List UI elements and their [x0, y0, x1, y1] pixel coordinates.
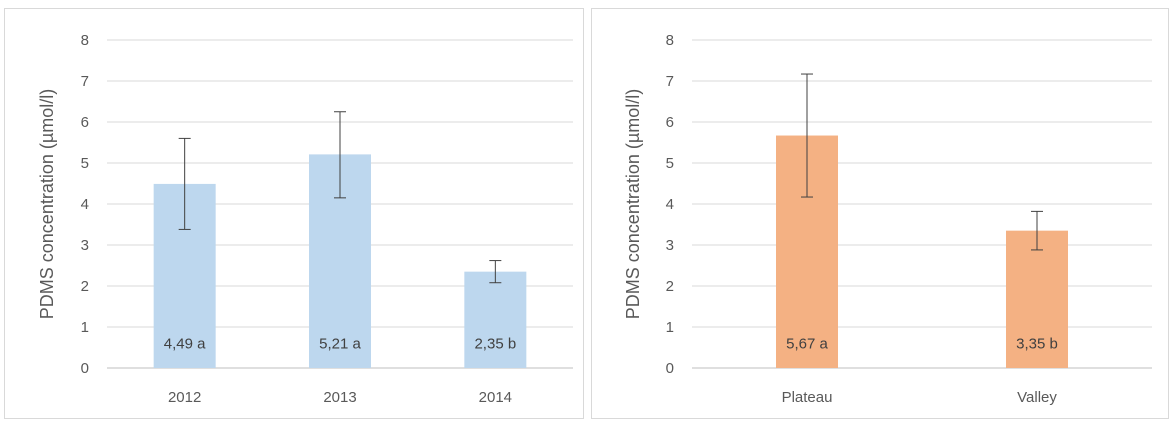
- error-bar: [489, 260, 502, 284]
- y-tick-label: 8: [81, 32, 89, 49]
- y-tick-label: 5: [666, 155, 674, 172]
- error-bar: [801, 73, 813, 198]
- bar: [464, 271, 527, 368]
- y-tick-label: 4: [81, 196, 89, 213]
- error-bar: [178, 137, 191, 230]
- chart-panel-location: 0 1 2 3 4 5 6 7 8 PDMS concentration (µmol/l) 5,67…: [591, 8, 1169, 419]
- y-tick-label: 7: [81, 73, 89, 90]
- data-label: 3,35 b: [1016, 335, 1058, 352]
- chart-panel-years: 0 1 2 3 4 5 6 7 8 PDMS concentration (µmol/l) 4,49…: [4, 8, 584, 419]
- x-tick-label: Plateau: [782, 389, 833, 406]
- y-tick-label: 3: [81, 237, 89, 254]
- y-tick-label: 8: [666, 32, 674, 49]
- bar: [1006, 230, 1068, 368]
- x-tick-label: 2012: [168, 389, 201, 406]
- error-bar: [1031, 210, 1043, 251]
- data-label: 5,21 a: [319, 335, 361, 352]
- y-tick-label: 0: [666, 360, 674, 377]
- y-tick-label: 1: [81, 319, 89, 336]
- y-tick-label: 6: [81, 114, 89, 131]
- y-tick-label: 3: [666, 237, 674, 254]
- y-axis-label: PDMS concentration (µmol/l): [37, 89, 57, 319]
- y-tick-label: 0: [81, 360, 89, 377]
- y-tick-label: 2: [666, 278, 674, 295]
- chart-years: 0 1 2 3 4 5 6 7 8 PDMS concentration (µmol/l) 4,49…: [37, 32, 573, 406]
- y-tick-label: 7: [666, 73, 674, 90]
- y-tick-label: 5: [81, 155, 89, 172]
- y-tick-label: 4: [666, 196, 674, 213]
- y-tick-label: 6: [666, 114, 674, 131]
- y-tick-label: 1: [666, 319, 674, 336]
- y-axis-label: PDMS concentration (µmol/l): [623, 89, 643, 319]
- data-label: 2,35 b: [474, 335, 516, 352]
- x-tick-label: 2013: [323, 389, 356, 406]
- x-tick-label: Valley: [1017, 389, 1057, 406]
- x-tick-label: 2014: [479, 389, 512, 406]
- error-bar: [334, 111, 346, 199]
- data-label: 5,67 a: [786, 335, 828, 352]
- y-tick-label: 2: [81, 278, 89, 295]
- chart-location: 0 1 2 3 4 5 6 7 8 PDMS concentration (µmol/l) 5,67…: [623, 32, 1152, 406]
- data-label: 4,49 a: [164, 335, 206, 352]
